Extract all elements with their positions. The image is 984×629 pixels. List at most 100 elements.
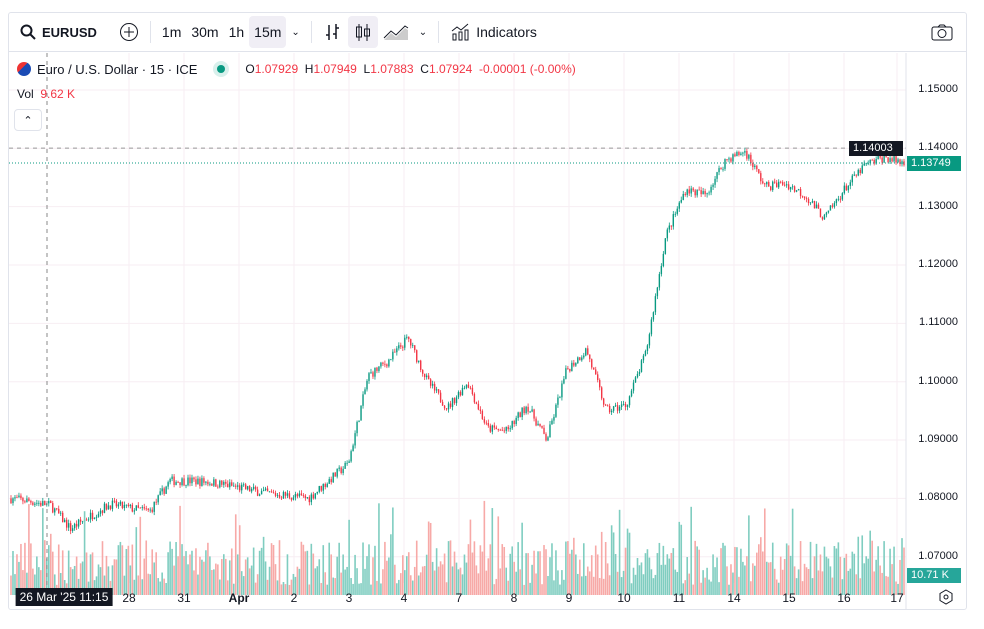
volume-bar	[493, 584, 496, 595]
symbol-search-button[interactable]: EURUSD	[15, 16, 102, 48]
volume-bar	[447, 541, 450, 595]
volume-bar	[439, 561, 442, 595]
candle	[227, 483, 229, 488]
volume-bar	[704, 577, 706, 595]
candle	[242, 484, 245, 486]
candle	[332, 472, 334, 483]
volume-bar	[553, 580, 555, 595]
volume-bar	[503, 546, 506, 595]
volume-bar	[161, 572, 163, 595]
volume-bar	[199, 556, 201, 595]
collapse-legend-button[interactable]: ⌃	[14, 109, 42, 131]
interval-30m[interactable]: 30m	[191, 24, 219, 40]
bar-chart-type-button[interactable]	[318, 16, 348, 48]
candle	[553, 416, 555, 421]
volume-bar	[354, 554, 356, 595]
candles-chart-type-button[interactable]	[347, 16, 378, 48]
candle	[714, 178, 716, 185]
candle	[638, 371, 641, 374]
candle	[101, 510, 104, 513]
volume-bar	[521, 522, 523, 595]
snapshot-button[interactable]	[926, 16, 958, 48]
candle	[418, 360, 420, 362]
market-status-icon[interactable]	[213, 61, 230, 77]
volume-bar	[775, 579, 778, 595]
volume-bar	[258, 550, 261, 595]
volume-bar	[642, 574, 645, 595]
volume-bar	[513, 561, 515, 595]
candle	[107, 505, 110, 510]
candle	[388, 359, 390, 367]
volume-bar	[511, 546, 513, 595]
volume-bar	[813, 556, 816, 595]
interval-1h[interactable]: 1h	[228, 24, 245, 40]
candle	[740, 153, 742, 155]
volume-bar	[791, 508, 794, 595]
volume-bar	[897, 583, 899, 595]
volume-bar	[252, 547, 255, 595]
volume-bar	[594, 545, 597, 595]
volume-bar	[505, 567, 508, 595]
candle	[163, 488, 165, 494]
volume-bar	[77, 578, 80, 595]
candle	[469, 387, 472, 389]
candle	[732, 154, 734, 162]
candle	[44, 501, 46, 506]
candle	[587, 348, 589, 355]
indicators-button[interactable]: Indicators	[445, 16, 542, 48]
volume-bar	[165, 583, 167, 595]
settings-button[interactable]	[938, 589, 954, 609]
volume-tag: 10.71 K	[907, 568, 961, 583]
volume-bar	[837, 542, 840, 595]
volume-bar	[839, 556, 842, 595]
candle	[453, 398, 456, 404]
candle	[455, 397, 458, 404]
volume-bar	[386, 560, 388, 595]
camera-icon	[931, 24, 953, 41]
volume-bar	[726, 566, 728, 595]
volume-bar	[280, 584, 283, 595]
volume-bar	[581, 576, 583, 595]
candle	[839, 198, 842, 200]
volume-bar	[183, 556, 185, 595]
candle	[85, 519, 88, 521]
area-chart-type-button[interactable]	[378, 16, 414, 48]
volume-bar	[244, 559, 247, 595]
candle	[718, 168, 720, 173]
candle	[60, 512, 62, 514]
candle	[620, 404, 623, 408]
volume-bar	[584, 575, 587, 595]
volume-bar	[201, 559, 203, 595]
compare-button[interactable]	[114, 16, 144, 48]
price-chart[interactable]	[9, 53, 967, 610]
volume-bar	[236, 554, 239, 595]
volume-bar	[358, 583, 360, 595]
volume-bar	[332, 577, 334, 595]
candle	[62, 512, 64, 523]
chart-type-dropdown[interactable]: ⌄	[414, 16, 432, 48]
candle	[65, 519, 68, 528]
candle	[129, 504, 132, 506]
price-tick: 1.09000	[918, 433, 958, 446]
candle	[551, 420, 553, 425]
interval-dropdown[interactable]: ⌄	[286, 16, 304, 48]
candle	[294, 494, 297, 498]
volume-bar	[754, 565, 756, 595]
volume-bar	[843, 557, 846, 595]
candle	[579, 357, 581, 361]
crosshair-price-tag: 1.14003	[849, 141, 903, 157]
volume-bar	[268, 566, 271, 595]
volume-bar	[859, 578, 862, 595]
interval-1m[interactable]: 1m	[161, 24, 182, 40]
candle	[746, 151, 748, 159]
candle	[706, 193, 708, 195]
candle	[871, 159, 873, 161]
candle	[817, 204, 820, 209]
candle	[813, 201, 816, 209]
candle	[187, 477, 189, 486]
candle	[447, 403, 450, 410]
volume-bar	[716, 557, 718, 595]
volume-bar	[777, 582, 780, 595]
volume-bar	[113, 559, 116, 595]
interval-15m[interactable]: 15m	[249, 16, 287, 48]
